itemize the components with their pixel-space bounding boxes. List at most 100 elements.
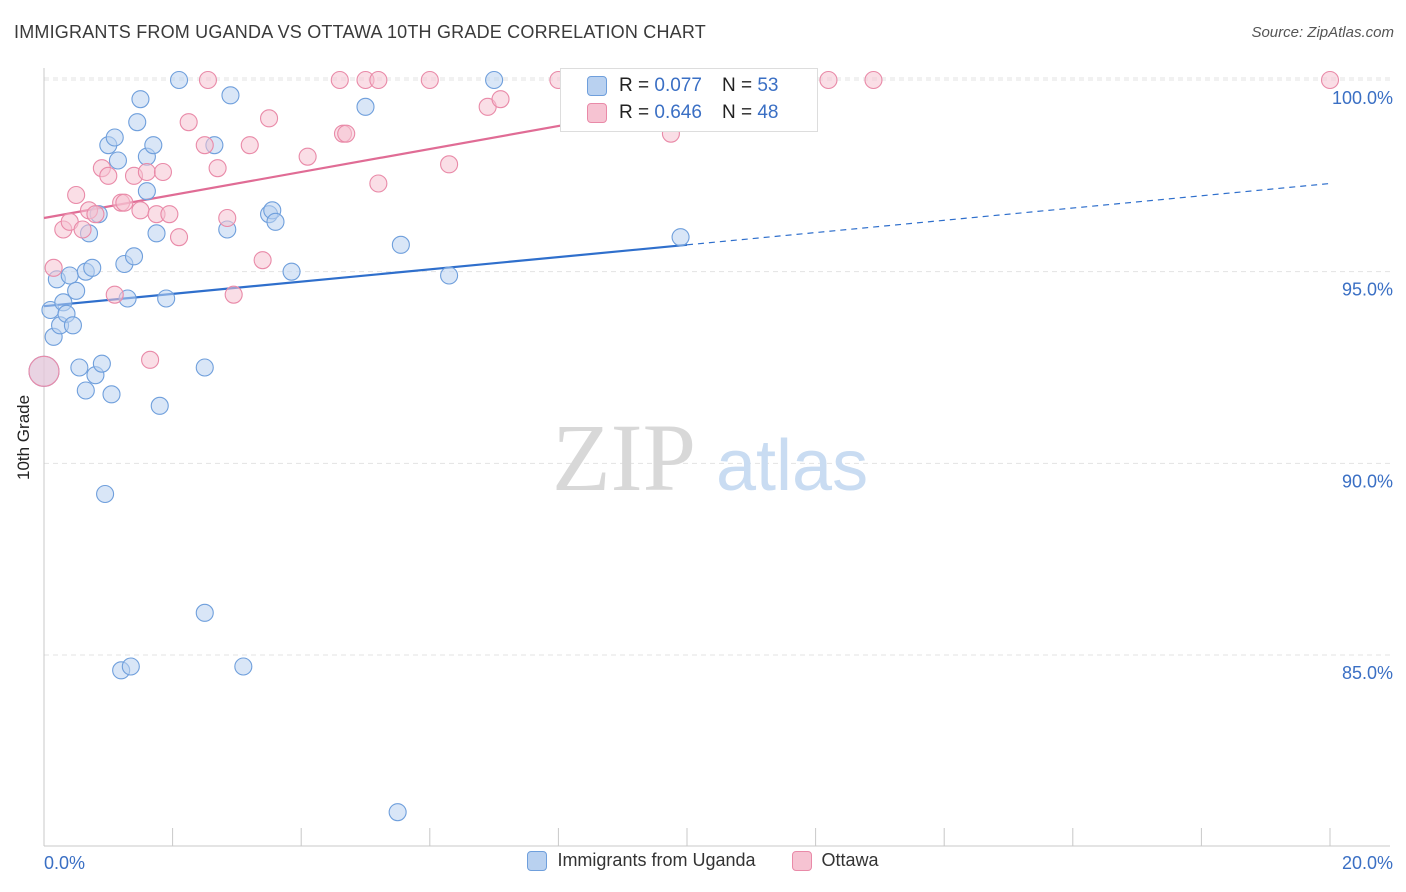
- ottawa-point: [198, 70, 218, 90]
- ottawa-point: [73, 220, 92, 239]
- ottawa-point: [160, 205, 179, 224]
- ottawa-point: [240, 136, 259, 155]
- ottawa-point: [259, 109, 279, 128]
- ottawa-point: [169, 228, 189, 247]
- uganda-point: [96, 484, 115, 504]
- trend-line-solid: [43, 243, 688, 308]
- ottawa-point: [131, 201, 150, 220]
- y-tick-label: 90.0%: [1342, 471, 1393, 491]
- ottawa-point: [141, 350, 160, 369]
- stats-legend: R = 0.077 N = 53 R = 0.646 N = 48: [560, 68, 818, 132]
- uganda-point: [102, 385, 121, 404]
- uganda-point: [169, 70, 189, 90]
- uganda-point: [150, 396, 169, 415]
- x-tick-labels: 0.0% 20.0%: [44, 853, 1393, 873]
- uganda-point: [67, 281, 86, 300]
- uganda-point: [195, 603, 214, 622]
- uganda-point: [137, 182, 156, 201]
- ottawa-point: [1320, 70, 1340, 90]
- ottawa-point: [298, 147, 317, 166]
- uganda-point: [356, 97, 375, 116]
- uganda-point: [144, 136, 163, 155]
- uganda-point: [266, 212, 285, 231]
- uganda-point: [485, 70, 504, 90]
- n-value: 48: [757, 102, 779, 123]
- uganda-legend-swatch: [527, 850, 548, 871]
- r-value: 0.077: [654, 75, 702, 96]
- legend-item-uganda[interactable]: Immigrants from Uganda: [527, 850, 756, 871]
- source-label: Source: ZipAtlas.com: [1251, 24, 1394, 41]
- y-tick-label: 95.0%: [1342, 280, 1393, 300]
- uganda-point: [83, 258, 102, 277]
- uganda-point: [671, 228, 690, 247]
- r-label: R =: [619, 102, 650, 123]
- ottawa-point: [218, 208, 237, 228]
- uganda-point: [76, 381, 95, 400]
- x-tick-label-end: 20.0%: [1342, 853, 1393, 873]
- x-tick-label-start: 0.0%: [44, 853, 85, 873]
- stats-row-uganda: R = 0.077 N = 53: [587, 73, 778, 99]
- ottawa-swatch: [587, 103, 607, 123]
- ottawa-point: [440, 155, 459, 174]
- uganda-point: [131, 90, 150, 109]
- uganda-point: [391, 235, 410, 254]
- uganda-point: [121, 657, 140, 676]
- n-value: 53: [757, 75, 779, 96]
- ottawa-point: [330, 70, 349, 90]
- chart-title: IMMIGRANTS FROM UGANDA VS OTTAWA 10TH GR…: [14, 22, 706, 42]
- uganda-point: [157, 289, 176, 308]
- ottawa-point: [115, 193, 134, 212]
- ottawa-point: [44, 258, 63, 277]
- legend-item-ottawa[interactable]: Ottawa: [791, 850, 879, 871]
- uganda-point: [92, 354, 111, 373]
- n-label: N =: [721, 102, 753, 123]
- uganda-point: [124, 247, 144, 266]
- ottawa-point: [208, 159, 227, 178]
- ottawa-point: [369, 174, 388, 193]
- ottawa-point: [369, 70, 388, 90]
- grid-lines: [44, 77, 1390, 656]
- uganda-point: [282, 262, 301, 281]
- ottawa-point: [67, 185, 86, 205]
- ottawa-point: [86, 205, 105, 224]
- ottawa-point: [179, 113, 198, 132]
- legend-label-uganda: Immigrants from Uganda: [557, 850, 756, 870]
- uganda-point: [234, 657, 253, 676]
- axes: [43, 68, 1390, 847]
- y-axis-label: 10th Grade: [14, 394, 33, 480]
- ottawa-point: [864, 70, 883, 90]
- legend-label-ottawa: Ottawa: [821, 850, 879, 870]
- r-label: R =: [619, 75, 650, 96]
- uganda-point: [60, 266, 79, 285]
- uganda-point: [195, 358, 214, 377]
- ottawa-point: [28, 355, 60, 387]
- watermark-zip: ZIP: [552, 404, 696, 511]
- ottawa-point: [253, 251, 272, 270]
- uganda-point: [105, 128, 124, 147]
- watermark: ZIP atlas: [552, 404, 868, 511]
- uganda-point: [128, 113, 147, 132]
- uganda-point: [440, 266, 459, 285]
- uganda-point: [221, 86, 240, 105]
- y-tick-labels: 85.0% 90.0% 95.0% 100.0%: [1332, 88, 1393, 683]
- ottawa-point: [491, 90, 510, 109]
- stats-row-ottawa: R = 0.646 N = 48: [587, 100, 778, 126]
- ottawa-point: [819, 70, 838, 90]
- ottawa-point: [153, 162, 173, 182]
- trend-line-dashed: [686, 182, 1331, 246]
- ottawa-point: [420, 70, 439, 90]
- uganda-point: [70, 358, 89, 377]
- n-label: N =: [721, 75, 753, 96]
- ottawa-point: [105, 285, 124, 304]
- uganda-point: [108, 151, 127, 170]
- uganda-swatch: [587, 76, 607, 96]
- ottawa-point: [224, 285, 243, 304]
- ottawa-point: [195, 136, 214, 155]
- uganda-point: [147, 224, 166, 243]
- ottawa-point: [337, 124, 356, 143]
- r-value: 0.646: [654, 102, 702, 123]
- y-tick-label: 85.0%: [1342, 663, 1393, 683]
- y-tick-label: 100.0%: [1332, 88, 1393, 108]
- ottawa-point: [137, 162, 156, 182]
